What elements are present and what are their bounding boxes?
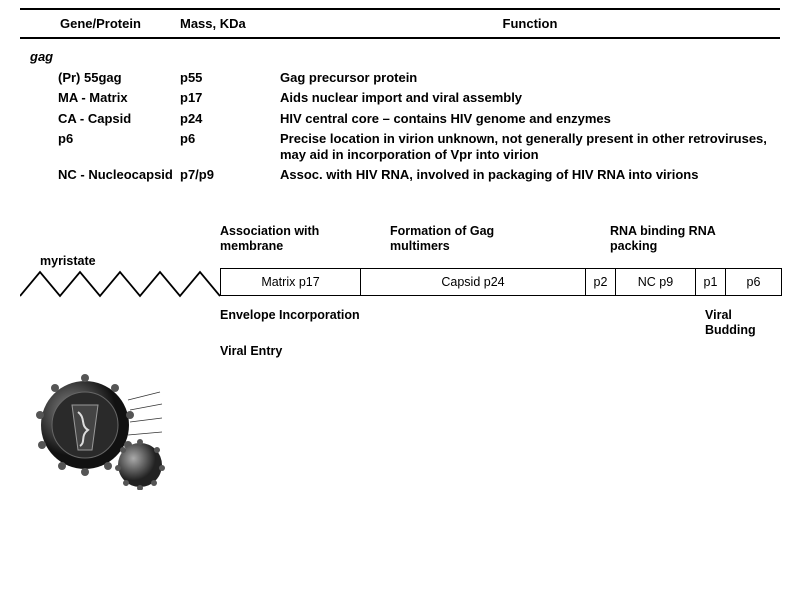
header-function: Function: [280, 16, 780, 31]
table-row: NC - Nucleocapsid p7/p9 Assoc. with HIV …: [20, 167, 780, 183]
cell-func: Assoc. with HIV RNA, involved in packagi…: [280, 167, 780, 183]
cell-mass: p24: [180, 111, 280, 126]
polyprotein-block: p1: [696, 269, 726, 295]
header-gene: Gene/Protein: [20, 16, 180, 31]
label-assoc-membrane: Association with membrane: [220, 224, 360, 254]
myristate-zigzag-icon: [20, 268, 220, 298]
table-header: Gene/Protein Mass, KDa Function: [20, 10, 780, 37]
polyprotein-blocks: Matrix p17Capsid p24p2NC p9p1p6: [220, 268, 782, 296]
cell-func: Precise location in virion unknown, not …: [280, 131, 780, 164]
label-rna-binding: RNA binding RNA packing: [610, 224, 740, 254]
cell-gene: CA - Capsid: [20, 111, 180, 126]
table-row: p6 p6 Precise location in virion unknown…: [20, 131, 780, 164]
label-viral-budding: Viral Budding: [705, 308, 780, 338]
group-label-gag: gag: [30, 49, 780, 64]
header-rule: [20, 37, 780, 39]
table-row: (Pr) 55gag p55 Gag precursor protein: [20, 70, 780, 86]
label-viral-entry: Viral Entry: [220, 344, 282, 359]
cell-gene: NC - Nucleocapsid: [20, 167, 180, 182]
label-formation: Formation of Gag multimers: [390, 224, 540, 254]
polyprotein-diagram: myristate Association with membrane Form…: [20, 206, 780, 346]
table-row: CA - Capsid p24 HIV central core – conta…: [20, 111, 780, 127]
cell-func: Aids nuclear import and viral assembly: [280, 90, 780, 106]
cell-mass: p6: [180, 131, 280, 146]
cell-func: HIV central core – contains HIV genome a…: [280, 111, 780, 127]
cell-mass: p7/p9: [180, 167, 280, 182]
cell-gene: (Pr) 55gag: [20, 70, 180, 85]
cell-mass: p55: [180, 70, 280, 85]
label-myristate: myristate: [40, 254, 96, 269]
polyprotein-block: Capsid p24: [361, 269, 586, 295]
cell-gene: MA - Matrix: [20, 90, 180, 105]
hiv-virion-icon: [30, 370, 180, 490]
cell-func: Gag precursor protein: [280, 70, 780, 86]
virion-illustration: [30, 370, 780, 490]
polyprotein-block: NC p9: [616, 269, 696, 295]
polyprotein-block: Matrix p17: [221, 269, 361, 295]
label-envelope-incorporation: Envelope Incorporation: [220, 308, 360, 323]
cell-gene: p6: [20, 131, 180, 146]
polyprotein-block: p2: [586, 269, 616, 295]
cell-mass: p17: [180, 90, 280, 105]
header-mass: Mass, KDa: [180, 16, 280, 31]
table-row: MA - Matrix p17 Aids nuclear import and …: [20, 90, 780, 106]
polyprotein-block: p6: [726, 269, 781, 295]
